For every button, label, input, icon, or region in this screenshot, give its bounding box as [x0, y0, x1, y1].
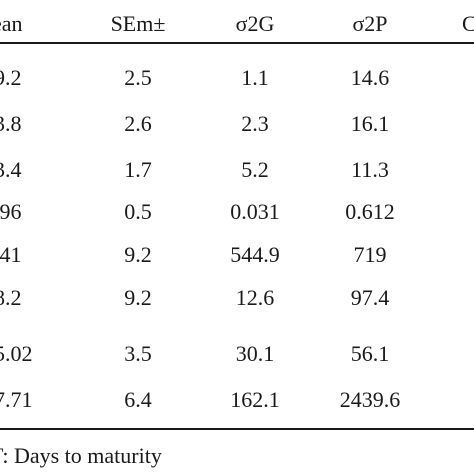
top-rule [0, 42, 474, 44]
table-row: .96 0.5 0.031 0.612 [0, 200, 474, 226]
table-row: 9.2 2.5 1.1 14.6 [0, 66, 474, 92]
header-mean: ean [0, 11, 23, 36]
cell-mean: .41 [0, 242, 22, 267]
cell-sigma2g: 30.1 [235, 341, 275, 366]
table-footnote: T: Days to maturity [0, 443, 162, 468]
cell-sigma2g: 544.9 [230, 242, 280, 267]
header-c: C [462, 11, 474, 36]
table-row: 3.4 1.7 5.2 11.3 [0, 158, 474, 184]
cell-mean: 5.02 [0, 341, 33, 366]
cell-mean: 8.2 [0, 285, 22, 310]
cell-sem: 6.4 [124, 387, 152, 412]
cell-sigma2g: 5.2 [241, 157, 269, 182]
cell-sigma2p: 2439.6 [339, 387, 401, 412]
cell-sigma2p: 0.612 [345, 199, 395, 224]
cell-sigma2g: 2.3 [241, 111, 269, 136]
cell-sem: 3.5 [124, 341, 152, 366]
table-row: 5.02 3.5 30.1 56.1 [0, 342, 474, 368]
cell-mean: 7.71 [0, 387, 33, 412]
cell-mean: 9.2 [0, 65, 22, 90]
table-row: 3.8 2.6 2.3 16.1 [0, 112, 474, 138]
cell-sigma2p: 97.4 [350, 285, 390, 310]
cell-sigma2p: 16.1 [350, 111, 390, 136]
header-sem: SEm± [110, 11, 166, 36]
cell-sigma2p: 719 [353, 242, 387, 267]
cell-sigma2g: 12.6 [235, 285, 275, 310]
cell-sigma2g: 1.1 [241, 65, 269, 90]
cell-sem: 2.5 [124, 65, 152, 90]
table-row: 8.2 9.2 12.6 97.4 [0, 286, 474, 312]
cell-mean: 3.8 [0, 111, 22, 136]
header-sigma2g: σ2G [235, 11, 275, 36]
cell-sem: 0.5 [124, 199, 152, 224]
cell-sem: 9.2 [124, 285, 152, 310]
cell-sem: 2.6 [124, 111, 152, 136]
cell-sigma2g: 162.1 [230, 387, 280, 412]
cell-sigma2g: 0.031 [230, 199, 280, 224]
cell-sigma2p: 11.3 [351, 157, 389, 182]
table-row: .41 9.2 544.9 719 [0, 243, 474, 269]
cell-mean: 3.4 [0, 157, 22, 182]
cell-sem: 1.7 [124, 157, 152, 182]
cell-sem: 9.2 [124, 242, 152, 267]
cell-sigma2p: 56.1 [350, 341, 390, 366]
header-sigma2p: σ2P [352, 11, 388, 36]
table-row: 7.71 6.4 162.1 2439.6 [0, 388, 474, 414]
bottom-rule [0, 428, 474, 430]
cell-mean: .96 [0, 199, 22, 224]
cell-sigma2p: 14.6 [350, 65, 390, 90]
